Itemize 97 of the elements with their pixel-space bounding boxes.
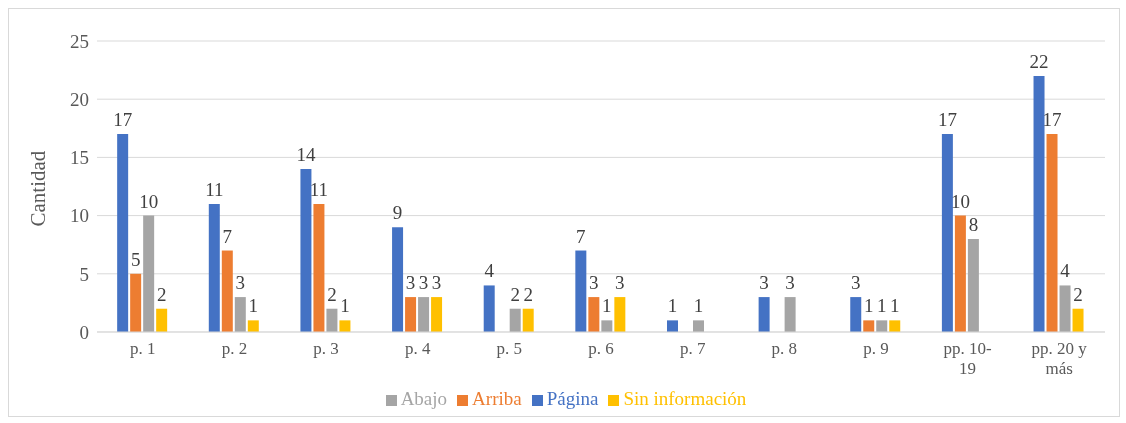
y-tick-label: 10 <box>70 205 89 227</box>
data-label: 2 <box>523 283 533 305</box>
bar <box>954 215 966 332</box>
bar <box>876 320 888 332</box>
data-label: 1 <box>693 295 704 317</box>
data-label: 11 <box>205 178 224 200</box>
bar <box>234 297 246 332</box>
bar <box>941 134 953 332</box>
x-tick-label: p. 4 <box>404 339 431 358</box>
data-label: 3 <box>589 272 599 294</box>
bar <box>221 250 233 332</box>
data-label: 7 <box>576 225 586 247</box>
bar <box>588 297 600 332</box>
bar <box>483 285 495 332</box>
x-tick-label: p. 6 <box>588 339 614 358</box>
data-label: 2 <box>156 283 167 305</box>
data-label: 10 <box>139 190 159 212</box>
data-label: 17 <box>937 109 957 131</box>
bar <box>1059 285 1071 332</box>
bar <box>431 297 443 332</box>
bar <box>130 273 142 332</box>
data-label: 2 <box>1073 283 1083 305</box>
legend-label: Página <box>546 388 599 409</box>
bar <box>405 297 417 332</box>
y-tick-label: 0 <box>79 321 89 343</box>
data-label: 9 <box>392 202 403 224</box>
data-label: 17 <box>1042 109 1062 131</box>
bar <box>392 227 404 332</box>
data-label: 3 <box>418 272 429 294</box>
x-tick-label: p. 9 <box>863 339 889 358</box>
data-label: 1 <box>890 295 900 317</box>
bar <box>863 320 875 332</box>
bar <box>850 297 862 332</box>
y-axis-title: Cantidad <box>26 150 51 227</box>
data-label: 1 <box>877 295 887 317</box>
x-tick-label: pp. 20 y más <box>1031 339 1088 378</box>
bar <box>1033 75 1045 332</box>
bar <box>758 297 770 332</box>
bar <box>575 250 587 332</box>
x-tick-label: p. 7 <box>679 339 706 358</box>
y-tick-label: 15 <box>70 147 89 169</box>
bar <box>614 297 626 332</box>
legend-label: Abajo <box>400 388 448 409</box>
bar <box>117 134 129 332</box>
bar <box>692 320 704 332</box>
x-tick-label: p. 8 <box>771 339 798 358</box>
data-label: 4 <box>1060 260 1071 282</box>
y-tick-label: 25 <box>70 30 89 52</box>
data-label: 2 <box>510 283 520 305</box>
data-label: 3 <box>759 272 769 294</box>
bar <box>339 320 351 332</box>
data-label: 1 <box>602 295 612 317</box>
bar <box>208 203 220 332</box>
x-tick-label: p. 3 <box>313 339 339 358</box>
x-tick-label: p. 2 <box>221 339 248 358</box>
data-label: 2 <box>327 283 337 305</box>
bar <box>1072 308 1084 332</box>
bar <box>889 320 901 332</box>
bar <box>784 297 796 332</box>
bar <box>522 308 534 332</box>
data-label: 3 <box>851 272 861 294</box>
data-label: 1 <box>248 295 259 317</box>
data-label: 1 <box>864 295 874 317</box>
x-tick-label: p. 1 <box>130 339 156 358</box>
bar <box>666 320 678 332</box>
bar <box>247 320 259 332</box>
data-label: 3 <box>405 272 416 294</box>
data-label: 3 <box>615 272 625 294</box>
data-label: 8 <box>968 213 979 235</box>
y-tick-label: 20 <box>70 88 89 110</box>
data-label: 7 <box>222 225 233 247</box>
bar <box>418 297 430 332</box>
bar <box>601 320 613 332</box>
bar <box>300 169 312 332</box>
data-label: 17 <box>113 109 133 131</box>
bar <box>967 238 979 332</box>
data-label: 1 <box>340 295 350 317</box>
data-label: 3 <box>235 272 246 294</box>
bar <box>143 215 155 332</box>
data-label: 22 <box>1029 50 1049 72</box>
data-label: 3 <box>431 272 442 294</box>
data-label: 1 <box>667 295 678 317</box>
data-label: 3 <box>785 272 795 294</box>
data-label: 11 <box>309 178 329 200</box>
bar <box>1046 134 1058 332</box>
legend-label: Arriba <box>472 388 522 409</box>
bar <box>156 308 168 332</box>
y-tick-label: 5 <box>79 263 89 285</box>
x-tick-label: pp. 10-19 <box>943 339 992 378</box>
bar <box>509 308 521 332</box>
data-label: 14 <box>296 144 316 166</box>
data-label: 5 <box>130 248 141 270</box>
bar <box>326 308 338 332</box>
data-label: 4 <box>484 260 495 282</box>
legend-label: Sin información <box>623 388 747 409</box>
x-tick-label: p. 5 <box>496 339 523 358</box>
bar <box>313 203 325 332</box>
